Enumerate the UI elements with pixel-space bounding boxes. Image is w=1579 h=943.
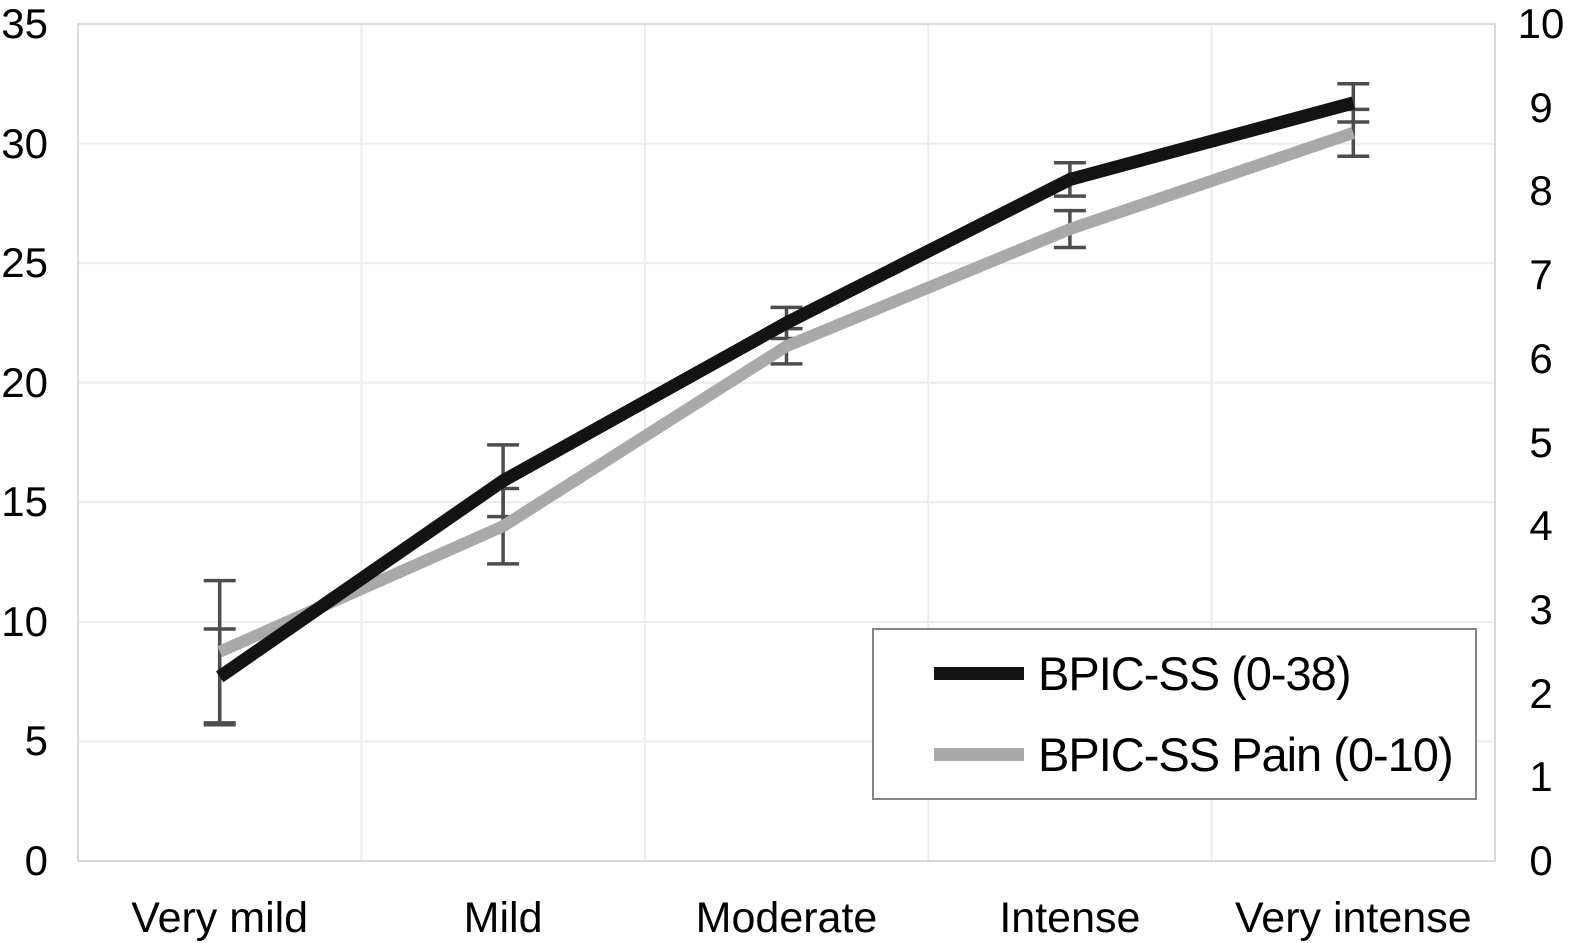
left-axis-tick-labels: 0 5 10 15 20 25 30 35 (0, 0, 60, 943)
right-axis-tick-2: 2 (1529, 669, 1553, 717)
series-line-1 (217, 127, 1356, 658)
legend-item-bpic-ss-pain: BPIC-SS Pain (0-10) (934, 727, 1475, 782)
right-axis-tick-4: 4 (1529, 502, 1553, 550)
right-axis-tick-7: 7 (1529, 251, 1553, 299)
legend-swatch-black-line (934, 667, 1024, 680)
right-axis-tick-0: 0 (1529, 837, 1553, 884)
left-axis-tick-0: 0 (24, 837, 48, 884)
left-axis-tick-5: 5 (24, 717, 48, 765)
left-axis-tick-20: 20 (1, 358, 48, 406)
legend-swatch-gray-line (934, 748, 1024, 761)
left-axis-tick-35: 35 (1, 0, 48, 47)
x-axis-label-very-mild: Very mild (131, 894, 309, 942)
right-axis-tick-10: 10 (1517, 0, 1565, 47)
legend: BPIC-SS (0-38) BPIC-SS Pain (0-10) (872, 628, 1477, 800)
left-axis-tick-25: 25 (1, 239, 48, 287)
right-axis-tick-8: 8 (1529, 167, 1553, 215)
x-axis-label-moderate: Moderate (695, 894, 878, 942)
left-axis-tick-30: 30 (1, 119, 48, 167)
right-axis-tick-6: 6 (1529, 334, 1553, 382)
right-axis-tick-3: 3 (1529, 585, 1553, 633)
right-axis-tick-5: 5 (1529, 418, 1553, 466)
right-axis-tick-9: 9 (1529, 83, 1553, 131)
right-axis-tick-1: 1 (1529, 753, 1553, 801)
legend-item-bpic-ss: BPIC-SS (0-38) (934, 646, 1475, 701)
right-axis-tick-labels: 0 1 2 3 4 5 6 7 8 9 10 (1503, 0, 1579, 943)
plot-border (77, 23, 1496, 862)
legend-label: BPIC-SS Pain (0-10) (1038, 728, 1454, 781)
series-line-0 (216, 96, 1355, 683)
x-axis-label-intense: Intense (999, 894, 1141, 942)
left-axis-tick-10: 10 (1, 597, 48, 645)
x-axis-label-mild: Mild (463, 894, 543, 942)
left-axis-tick-15: 15 (1, 478, 48, 526)
x-axis-label-very-intense: Very intense (1234, 894, 1472, 942)
legend-label: BPIC-SS (0-38) (1038, 647, 1351, 700)
